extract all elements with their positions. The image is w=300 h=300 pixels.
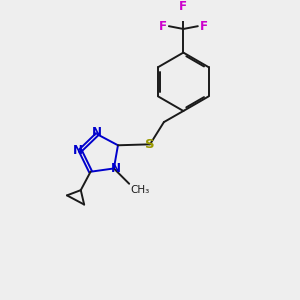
- Text: F: F: [159, 20, 167, 33]
- Text: F: F: [179, 0, 188, 13]
- Text: N: N: [92, 126, 102, 139]
- Text: F: F: [200, 20, 208, 33]
- Text: S: S: [145, 138, 155, 151]
- Text: CH₃: CH₃: [130, 185, 150, 195]
- Text: N: N: [111, 162, 121, 175]
- Text: N: N: [73, 144, 83, 157]
